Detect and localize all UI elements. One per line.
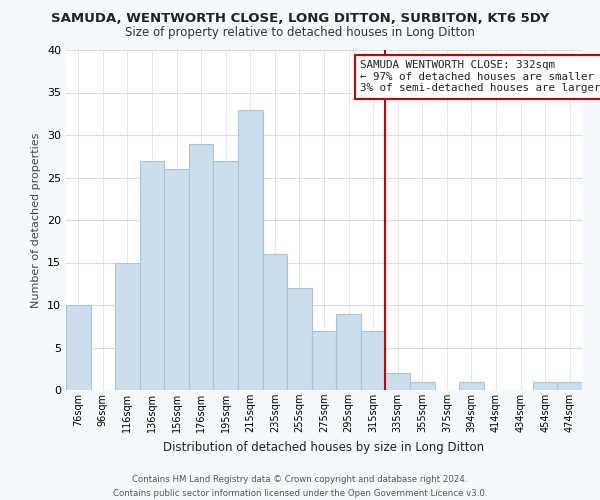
Bar (361, 330, 385, 390)
Text: Contains HM Land Registry data © Crown copyright and database right 2024.
Contai: Contains HM Land Registry data © Crown c… (113, 476, 487, 498)
Text: Size of property relative to detached houses in Long Ditton: Size of property relative to detached ho… (125, 26, 475, 39)
Bar (189, 144, 214, 390)
X-axis label: Distribution of detached houses by size in Long Ditton: Distribution of detached houses by size … (163, 440, 485, 454)
Text: SAMUDA WENTWORTH CLOSE: 332sqm
← 97% of detached houses are smaller (218)
3% of : SAMUDA WENTWORTH CLOSE: 332sqm ← 97% of … (360, 60, 600, 94)
Y-axis label: Number of detached properties: Number of detached properties (31, 132, 41, 308)
Bar (410, 382, 434, 390)
Bar (115, 262, 140, 390)
Bar (336, 314, 361, 390)
Bar (287, 288, 312, 390)
Text: SAMUDA, WENTWORTH CLOSE, LONG DITTON, SURBITON, KT6 5DY: SAMUDA, WENTWORTH CLOSE, LONG DITTON, SU… (51, 12, 549, 26)
Bar (557, 382, 582, 390)
Bar (164, 169, 189, 390)
Bar (312, 330, 336, 390)
Bar (238, 110, 263, 390)
Bar (214, 160, 238, 390)
Bar (263, 254, 287, 390)
Bar (140, 160, 164, 390)
Bar (385, 373, 410, 390)
Bar (459, 382, 484, 390)
Bar (533, 382, 557, 390)
Bar (66, 305, 91, 390)
